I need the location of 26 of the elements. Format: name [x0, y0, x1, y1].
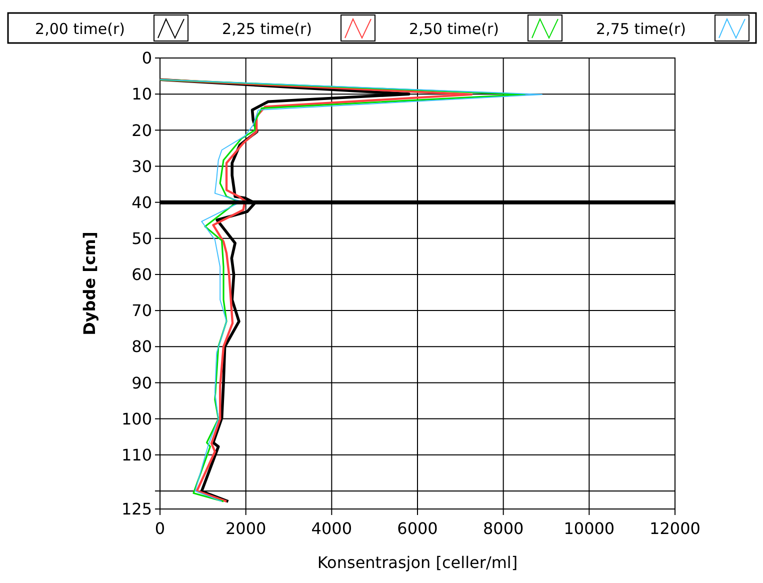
x-tick-label: 10000 [564, 519, 615, 538]
y-tick-label: 80 [132, 337, 152, 356]
y-tick-label: 0 [142, 48, 152, 68]
x-tick-label: 2000 [225, 519, 266, 538]
y-tick-label: 125 [121, 500, 152, 519]
legend-label: 2,75 time(r) [596, 20, 686, 38]
legend-label: 2,00 time(r) [35, 20, 125, 38]
x-tick-label: 6000 [397, 519, 438, 538]
y-axis-title: Dybde [cm] [80, 232, 99, 336]
x-tick-label: 0 [154, 519, 166, 538]
x-tick-label: 8000 [482, 519, 524, 538]
y-tick-label: 30 [132, 156, 152, 176]
y-tick-label: 100 [121, 409, 152, 428]
x-tick-label: 12000 [650, 519, 700, 538]
y-tick-label: 40 [132, 192, 152, 212]
y-tick-label: 60 [132, 265, 152, 284]
y-tick-label: 90 [132, 373, 152, 392]
x-axis-title: Konsentrasjon [celler/ml] [317, 553, 518, 572]
x-tick-label: 4000 [311, 519, 352, 538]
legend-label: 2,25 time(r) [222, 20, 312, 38]
y-tick-label: 50 [132, 229, 152, 248]
y-tick-label: 10 [132, 84, 152, 104]
legend-label: 2,50 time(r) [409, 20, 499, 38]
y-tick-label: 110 [121, 445, 152, 464]
y-tick-label: 20 [132, 120, 152, 140]
y-tick-label: 70 [132, 301, 152, 320]
